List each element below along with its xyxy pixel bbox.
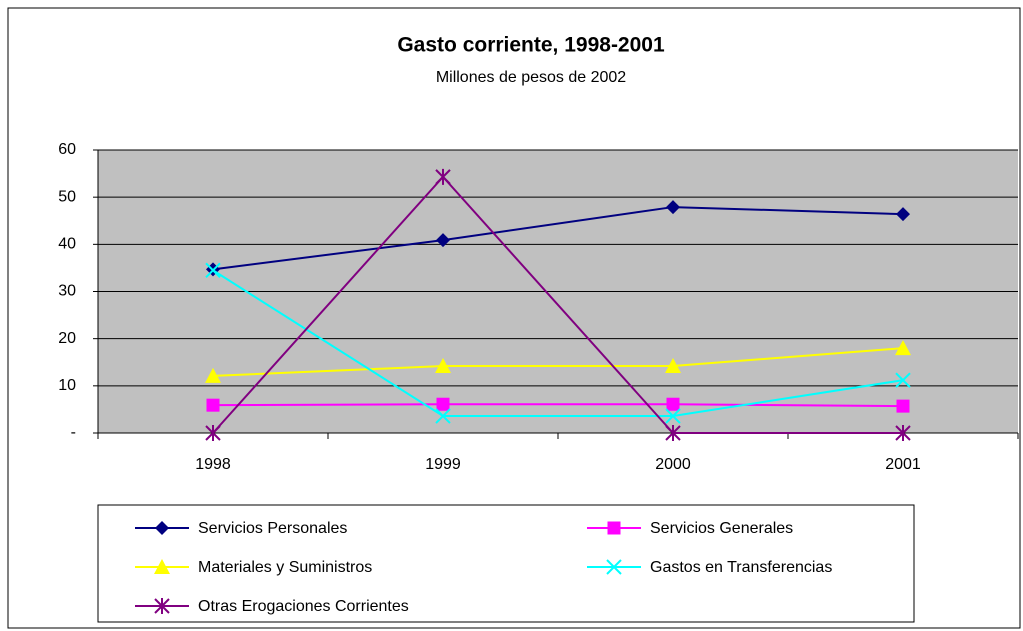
x-tick-label: 2001 [885,456,921,473]
marker [895,340,911,356]
y-tick-label: 30 [58,283,76,300]
marker [666,397,680,411]
legend-label: Servicios Generales [650,520,793,537]
marker [896,207,910,222]
marker [606,559,622,575]
chart-subtitle: Millones de pesos de 2002 [436,69,626,86]
marker [435,168,451,185]
marker [665,425,681,441]
marker [155,521,169,535]
marker [435,358,451,374]
series-line [212,206,904,271]
y-tick-label: 40 [58,236,76,253]
marker [205,262,221,278]
marker [665,358,681,374]
y-tick-label: 10 [58,377,76,394]
x-tick-label: 2000 [655,456,691,473]
legend-label: Gastos en Transferencias [650,559,832,576]
y-tick-label: - [71,424,76,441]
marker [896,399,910,413]
marker [154,598,170,614]
legend-label: Servicios Personales [198,520,347,537]
series-line [212,403,904,408]
y-tick-label: 20 [58,330,76,347]
y-tick-label: 60 [58,141,76,158]
legend-label: Materiales y Suministros [198,559,372,576]
marker [895,425,911,441]
marker [154,559,170,574]
marker [666,200,680,215]
x-tick-label: 1999 [425,456,461,473]
marker [436,397,450,411]
marker [205,425,221,441]
series-line [212,175,903,434]
marker [607,521,621,535]
x-tick-label: 1998 [195,456,231,473]
marker [436,233,450,248]
legend-box [97,504,915,623]
marker [435,408,451,424]
series-line [212,269,904,418]
series-line [212,347,904,377]
marker [665,408,681,424]
legend-label: Otras Erogaciones Corrientes [198,598,409,615]
marker [206,398,220,412]
marker [205,367,221,383]
marker [895,372,911,388]
chart-title: Gasto corriente, 1998-2001 [397,34,665,57]
y-tick-label: 50 [58,188,76,205]
